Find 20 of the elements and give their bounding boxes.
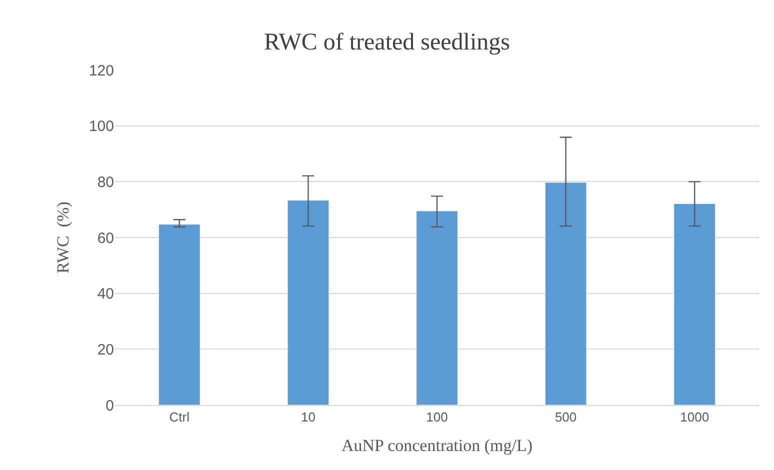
y-tick-label: 100 — [88, 118, 114, 136]
bar — [158, 224, 200, 405]
x-tick-label: 1000 — [680, 410, 710, 425]
y-tick-label: 60 — [97, 230, 114, 247]
bar — [674, 203, 716, 405]
y-tick-label: 20 — [97, 341, 114, 358]
y-tick-label: 0 — [106, 397, 114, 414]
y-tick-label: 80 — [97, 174, 114, 191]
y-tick-label: 40 — [97, 286, 114, 303]
bar — [416, 210, 458, 405]
x-tick-label: 500 — [554, 410, 577, 425]
y-axis-title: RWC (%) — [54, 202, 73, 274]
x-axis-title: AuNP concentration (mg/L) — [341, 436, 533, 455]
chart-title: RWC of treated seedlings — [264, 30, 510, 56]
x-tick-label: Ctrl — [169, 410, 190, 425]
bar — [287, 200, 330, 405]
bar — [544, 182, 587, 405]
x-tick-label: 10 — [300, 410, 316, 425]
x-tick-label: 100 — [426, 410, 448, 425]
y-tick-label: 120 — [88, 62, 114, 80]
